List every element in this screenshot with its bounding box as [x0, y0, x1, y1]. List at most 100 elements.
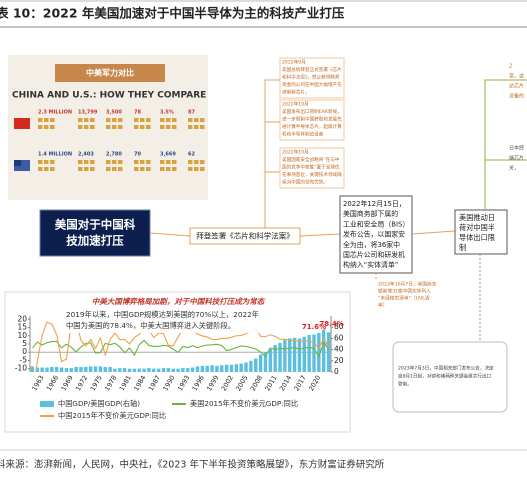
annotation-text: 中国为美国的78.4%，中美大国博弈进入关键阶段。 — [66, 321, 235, 330]
icon — [200, 125, 205, 129]
right-fragment: 2 — [509, 64, 512, 70]
bar — [239, 363, 243, 372]
bar — [79, 366, 83, 372]
plot-area — [30, 319, 331, 372]
gallium-box — [392, 341, 508, 413]
icon — [200, 118, 205, 122]
icon — [38, 167, 43, 171]
gallium-text: 2023年7月3日，中国相关部门发布公告，决定 — [398, 365, 494, 372]
icon — [200, 167, 205, 171]
bar — [195, 366, 200, 372]
event-text: 进一步限制中国获取和发展先 — [282, 116, 342, 123]
bar — [35, 367, 39, 372]
japan-text: 美国推动日 — [459, 213, 495, 222]
bar — [224, 364, 229, 372]
uvl-text: 2022年10月7日，美国商务 — [378, 281, 437, 288]
icon — [188, 125, 193, 129]
military-value: 13,799 — [78, 110, 98, 116]
bar — [74, 366, 78, 372]
bis-text: 工业和安全局（BIS） — [343, 219, 409, 228]
icon — [118, 125, 123, 129]
icon — [90, 118, 95, 122]
japan-text: 导体出口限 — [459, 233, 495, 242]
figure-title: 表 10：2022 年美国加速对于中国半导体为主的科技产业打压 — [0, 6, 345, 21]
icon — [194, 118, 199, 122]
icon — [172, 167, 177, 171]
bar — [132, 368, 137, 372]
connector — [264, 79, 280, 228]
bar — [156, 368, 161, 372]
bar — [69, 368, 73, 372]
icon — [112, 125, 117, 129]
right-fragment: 宣，这 — [509, 73, 524, 80]
bar — [326, 332, 331, 372]
connector — [149, 232, 191, 237]
y2-tick-label: 20 — [334, 356, 344, 365]
icon — [188, 118, 193, 122]
legend-label: 中国GDP/美国GDP(右轴) — [58, 399, 140, 408]
bar — [59, 367, 64, 372]
bar — [254, 358, 258, 372]
icon — [78, 167, 83, 171]
bar — [249, 360, 253, 372]
icon — [188, 160, 193, 164]
event-text: 进制程芯片。 — [282, 89, 310, 96]
military-value: 2,780 — [106, 152, 122, 158]
bar — [152, 368, 156, 372]
icon — [106, 125, 111, 129]
bar — [215, 365, 219, 372]
bar — [137, 368, 141, 372]
bar — [302, 336, 306, 372]
bar — [142, 368, 146, 372]
connector — [411, 230, 456, 235]
icon — [200, 160, 205, 164]
icon — [90, 125, 95, 129]
bar — [84, 366, 88, 372]
event-box — [279, 57, 345, 99]
icon — [172, 118, 177, 122]
bar — [40, 367, 44, 372]
uvl-text: “未经核实清单”（UVL清 — [378, 295, 430, 302]
icon — [140, 118, 145, 122]
icon — [134, 118, 139, 122]
bis-text: 国芯片公司和研发机 — [343, 250, 405, 259]
y-tick-label: -5 — [20, 355, 28, 364]
right-fragment: 设备的 — [509, 93, 524, 100]
bar — [307, 335, 311, 372]
line — [32, 339, 330, 359]
military-value: 70 — [134, 152, 141, 158]
icon — [44, 167, 49, 171]
icon — [194, 160, 199, 164]
icon — [106, 160, 111, 164]
event-text: 保对中国的领先优势。 — [282, 179, 328, 186]
point-label: 71.6% — [302, 323, 326, 331]
event-text: 美国国家安全战略将“在与中 — [282, 156, 340, 163]
bar — [113, 368, 117, 372]
icon — [146, 160, 151, 164]
bar — [278, 342, 282, 372]
icon — [38, 125, 43, 129]
icon — [166, 167, 171, 171]
bis-text: 构纳入“实体清单” — [343, 260, 398, 269]
bis-text: 美国商务部下属的 — [343, 209, 398, 218]
icon — [118, 167, 123, 171]
event-text: 国的竞争中获胜”置于全球优 — [282, 164, 340, 171]
icon — [118, 118, 123, 122]
military-value: 2.3 MILLION — [38, 110, 72, 116]
military-value: 1.4 MILLION — [38, 152, 72, 158]
icon — [140, 167, 145, 171]
japan-text: 荷对中国半 — [459, 223, 495, 232]
bar — [244, 362, 248, 372]
bar — [234, 364, 239, 372]
icon — [44, 125, 49, 129]
bis-box — [339, 195, 413, 274]
icon — [160, 125, 165, 129]
bar — [166, 368, 171, 372]
gallium-text: 管制。 — [398, 381, 412, 388]
military-value: 62 — [188, 152, 195, 158]
connector — [484, 79, 527, 210]
bar — [322, 329, 326, 372]
military-value: 78 — [134, 110, 141, 116]
bar — [64, 368, 69, 372]
